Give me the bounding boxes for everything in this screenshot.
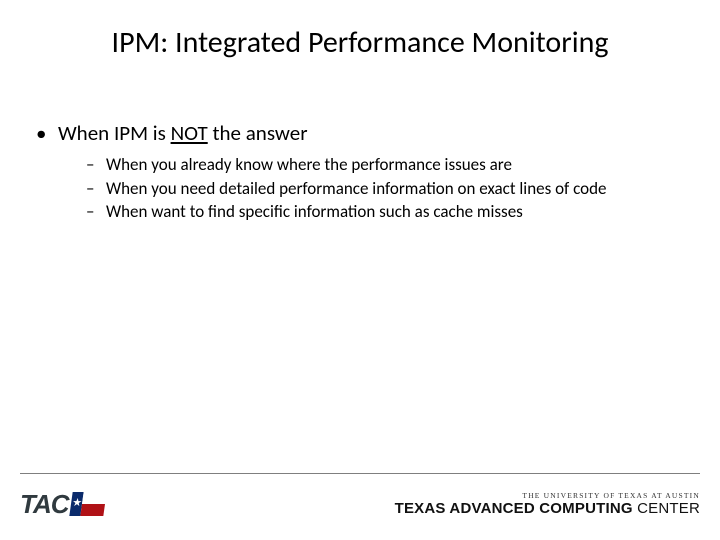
tacc-full-name: TEXAS ADVANCED COMPUTING CENTER xyxy=(395,501,700,516)
flag-white xyxy=(82,492,107,504)
slide: IPM: Integrated Performance Monitoring W… xyxy=(0,0,720,540)
tacc-logo-text: TAC xyxy=(20,489,69,520)
tacc-full-bold: TEXAS ADVANCED COMPUTING xyxy=(395,500,633,517)
bullet-list-level1: When IPM is NOT the answer When you alre… xyxy=(30,120,680,222)
sub-bullet-item: When you already know where the performa… xyxy=(58,154,680,175)
flag-star-icon: ★ xyxy=(71,497,82,508)
slide-title: IPM: Integrated Performance Monitoring xyxy=(0,24,720,61)
bullet-item: When IPM is NOT the answer When you alre… xyxy=(30,120,680,222)
tacc-logo: TAC ★ xyxy=(20,489,105,520)
bullet-text-post: the answer xyxy=(208,120,308,146)
university-line: THE UNIVERSITY OF TEXAS AT AUSTIN xyxy=(395,492,700,500)
footer: TAC ★ THE UNIVERSITY OF TEXAS AT AUSTIN … xyxy=(20,480,700,528)
texas-flag-icon: ★ xyxy=(69,492,106,516)
tacc-full-light: CENTER xyxy=(633,500,700,517)
bullet-text-not: NOT xyxy=(171,120,208,146)
sub-bullet-item: When you need detailed performance infor… xyxy=(58,178,680,199)
bullet-text-pre: When IPM is xyxy=(58,120,171,146)
bullet-list-level2: When you already know where the performa… xyxy=(58,154,680,222)
footer-divider xyxy=(20,473,700,474)
footer-right: THE UNIVERSITY OF TEXAS AT AUSTIN TEXAS … xyxy=(395,492,700,517)
sub-bullet-item: When want to find specific information s… xyxy=(58,201,680,222)
slide-body: When IPM is NOT the answer When you alre… xyxy=(30,120,680,228)
flag-red xyxy=(80,504,105,516)
